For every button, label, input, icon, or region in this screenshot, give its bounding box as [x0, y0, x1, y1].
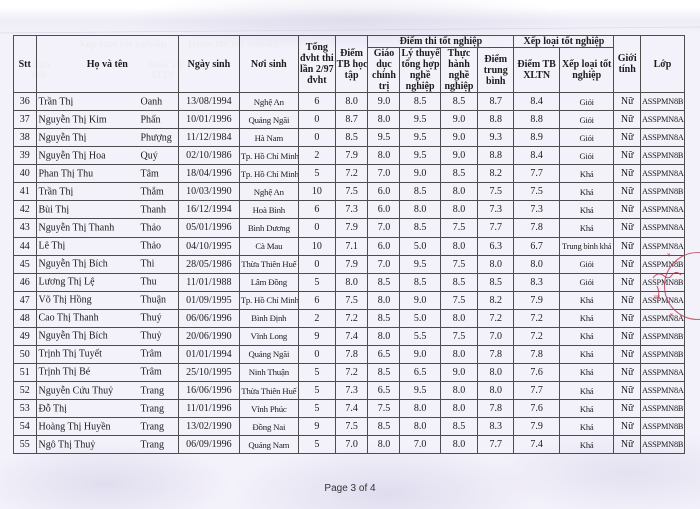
svg-text:★: ★ — [667, 311, 676, 319]
svg-text:★: ★ — [665, 251, 674, 259]
svg-text:88: 88 — [654, 295, 660, 301]
